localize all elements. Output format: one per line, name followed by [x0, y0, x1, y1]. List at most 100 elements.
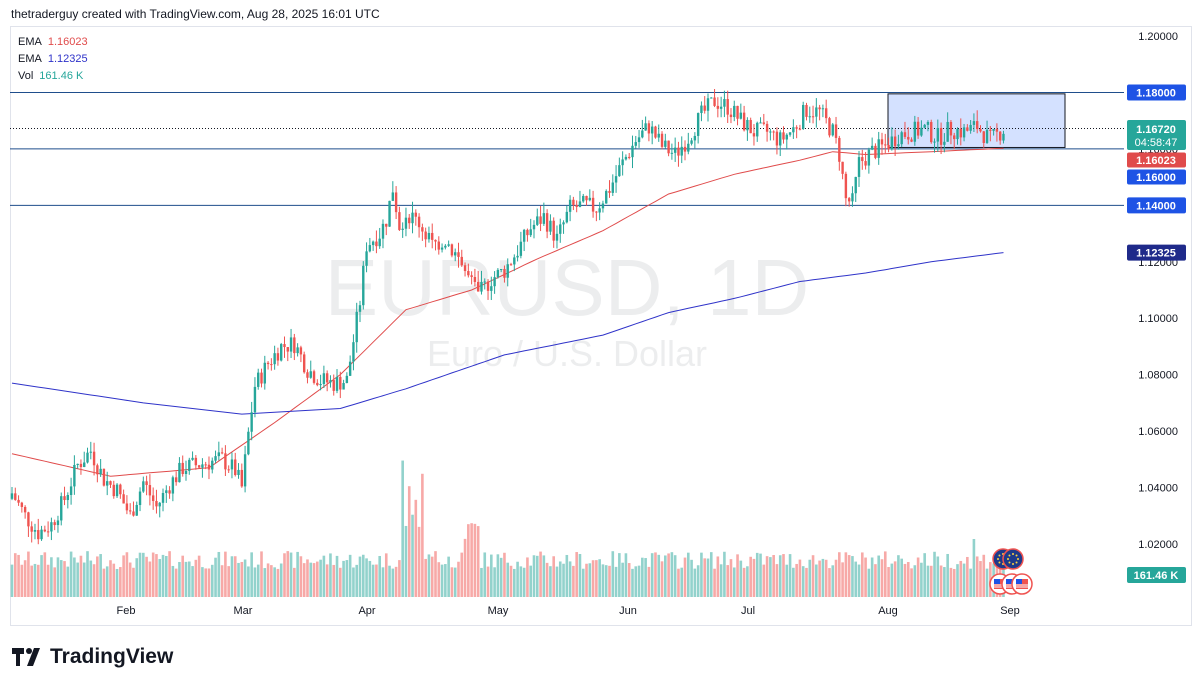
candle-body[interactable]	[549, 220, 552, 232]
candle-body[interactable]	[802, 104, 805, 129]
candle-body[interactable]	[779, 132, 782, 146]
candle-body[interactable]	[788, 132, 792, 135]
candle-body[interactable]	[687, 143, 690, 152]
candle-body[interactable]	[841, 161, 844, 174]
candle-body[interactable]	[506, 264, 509, 278]
candle-body[interactable]	[726, 99, 729, 115]
candle-body[interactable]	[536, 216, 539, 225]
candle-body[interactable]	[394, 192, 398, 213]
candle-body[interactable]	[250, 412, 253, 432]
candle-body[interactable]	[158, 502, 161, 507]
candle-body[interactable]	[302, 354, 306, 373]
candle-body[interactable]	[582, 195, 585, 202]
candle-body[interactable]	[283, 344, 286, 348]
chart-frame[interactable]	[10, 26, 1192, 626]
candle-body[interactable]	[460, 256, 463, 266]
candle-body[interactable]	[821, 108, 825, 110]
candle-body[interactable]	[926, 121, 930, 125]
candle-body[interactable]	[519, 241, 523, 256]
candle-body[interactable]	[483, 281, 486, 283]
candle-body[interactable]	[677, 147, 680, 156]
candle-body[interactable]	[654, 126, 657, 138]
candle-body[interactable]	[37, 530, 40, 540]
candle-body[interactable]	[559, 224, 562, 234]
candle-body[interactable]	[618, 165, 621, 177]
candle-body[interactable]	[562, 222, 565, 225]
candle-body[interactable]	[605, 190, 608, 204]
candle-body[interactable]	[335, 376, 339, 391]
candle-body[interactable]	[591, 197, 595, 212]
candle-body[interactable]	[414, 212, 418, 217]
candle-body[interactable]	[824, 108, 828, 119]
candle-body[interactable]	[749, 119, 752, 134]
candle-body[interactable]	[450, 244, 454, 256]
candle-body[interactable]	[40, 529, 43, 540]
candle-body[interactable]	[220, 452, 224, 454]
candle-body[interactable]	[76, 463, 79, 465]
candle-body[interactable]	[227, 469, 230, 471]
candle-body[interactable]	[578, 201, 582, 207]
candle-body[interactable]	[240, 469, 244, 487]
candle-body[interactable]	[966, 127, 969, 131]
candle-body[interactable]	[982, 131, 985, 143]
candle-body[interactable]	[263, 362, 266, 384]
candle-body[interactable]	[467, 271, 470, 276]
candle-body[interactable]	[151, 495, 155, 501]
candle-body[interactable]	[857, 157, 861, 177]
candle-body[interactable]	[358, 305, 362, 312]
candle-body[interactable]	[673, 147, 677, 153]
candle-body[interactable]	[588, 197, 592, 201]
candle-body[interactable]	[391, 192, 395, 201]
candle-body[interactable]	[10, 493, 14, 499]
candle-body[interactable]	[207, 464, 211, 470]
candle-body[interactable]	[641, 130, 644, 138]
candle-body[interactable]	[401, 228, 404, 230]
candle-body[interactable]	[532, 224, 536, 230]
candle-body[interactable]	[555, 233, 559, 241]
candle-body[interactable]	[211, 460, 214, 470]
candle-body[interactable]	[499, 269, 503, 271]
candle-body[interactable]	[884, 144, 887, 146]
candle-body[interactable]	[122, 494, 125, 504]
candle-body[interactable]	[785, 134, 788, 140]
candle-body[interactable]	[60, 496, 63, 521]
candle-body[interactable]	[631, 145, 634, 158]
candle-body[interactable]	[427, 232, 431, 240]
candle-body[interactable]	[197, 465, 201, 468]
candle-body[interactable]	[289, 337, 293, 352]
candle-body[interactable]	[184, 470, 188, 475]
candle-body[interactable]	[174, 477, 178, 483]
candle-body[interactable]	[286, 347, 289, 352]
candle-body[interactable]	[867, 149, 871, 166]
candle-body[interactable]	[447, 244, 450, 246]
candle-body[interactable]	[962, 127, 966, 138]
candle-body[interactable]	[431, 232, 434, 240]
candle-body[interactable]	[352, 342, 355, 362]
legend-ema-fast[interactable]: EMA 1.16023	[18, 34, 94, 51]
candle-body[interactable]	[522, 229, 526, 242]
candle-body[interactable]	[930, 121, 933, 143]
candle-body[interactable]	[585, 195, 588, 201]
candle-body[interactable]	[903, 132, 907, 137]
candle-body[interactable]	[713, 97, 716, 106]
candle-body[interactable]	[946, 121, 949, 142]
candle-body[interactable]	[119, 484, 122, 495]
candle-body[interactable]	[381, 223, 385, 239]
candle-body[interactable]	[224, 453, 227, 470]
candle-body[interactable]	[719, 106, 723, 109]
candle-body[interactable]	[109, 481, 112, 485]
candle-body[interactable]	[792, 127, 795, 133]
candle-body[interactable]	[746, 119, 749, 131]
candle-body[interactable]	[693, 135, 697, 141]
candle-body[interactable]	[165, 490, 168, 493]
candle-body[interactable]	[493, 277, 496, 287]
candle-body[interactable]	[188, 459, 191, 471]
candle-body[interactable]	[325, 373, 329, 383]
candle-body[interactable]	[608, 190, 611, 193]
candle-body[interactable]	[818, 107, 821, 110]
candle-body[interactable]	[529, 229, 532, 236]
candle-body[interactable]	[388, 200, 391, 227]
candle-body[interactable]	[23, 506, 27, 513]
candle-body[interactable]	[874, 145, 877, 158]
candle-body[interactable]	[572, 199, 575, 206]
